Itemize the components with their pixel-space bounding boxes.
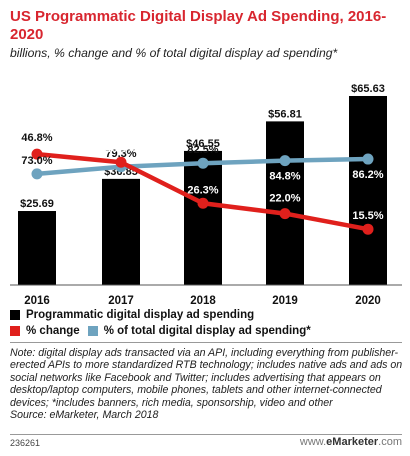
legend-label-change: % change	[26, 325, 80, 337]
chart-subtitle: billions, % change and % of total digita…	[10, 46, 338, 60]
share-point-2020	[362, 153, 374, 165]
footnote: Note: digital display ads transacted via…	[10, 347, 405, 421]
bar-label-2018: $46.55	[186, 138, 220, 150]
legend-swatch-change	[10, 326, 20, 336]
brand-name: eMarketer	[326, 436, 379, 448]
footnote-source: Source: eMarketer, March 2018	[10, 409, 159, 422]
bar-2020	[349, 95, 387, 285]
legend-item-change: % change	[10, 325, 80, 337]
share-label-2016: 73.0%	[21, 155, 52, 167]
change-label-2019: 22.0%	[269, 193, 300, 205]
share-label-2018: 82.5%	[187, 144, 218, 156]
legend-item-share: % of total digital display ad spending*	[87, 325, 311, 337]
bar-label-2019: $56.81	[268, 108, 302, 120]
share-point-2016	[31, 168, 43, 180]
share-label-2017: 79.3%	[105, 148, 136, 160]
x-tick-2018: 2018	[190, 295, 216, 307]
change-point-2020	[362, 223, 374, 235]
change-label-2018: 26.3%	[187, 184, 218, 196]
change-label-2016: 46.8%	[21, 132, 52, 144]
change-point-2017	[115, 156, 127, 168]
bar-label-2020: $65.63	[351, 83, 385, 95]
legend-label-share: % of total digital display ad spending*	[103, 325, 311, 337]
change-point-2018	[197, 197, 209, 209]
brand-prefix: www.	[299, 436, 327, 448]
legend-label-bar: Programmatic digital display ad spending	[26, 309, 255, 321]
share-label-2020: 86.2%	[352, 169, 383, 181]
bar-2017	[102, 178, 140, 285]
footnote-note: Note: digital display ads transacted via…	[10, 347, 403, 409]
legend-item-bar: Programmatic digital display ad spending	[10, 309, 254, 321]
change-label-2017: 43.4%	[105, 143, 136, 155]
share-label-2019: 84.8%	[269, 171, 300, 183]
bar-2018	[184, 150, 222, 285]
x-tick-2020: 2020	[355, 295, 381, 307]
brand-logo: www.eMarketer.com	[300, 436, 402, 448]
share-point-2018	[197, 157, 209, 169]
brand-suffix: .com	[378, 436, 402, 448]
legend-row-1: Programmatic digital display ad spending	[10, 309, 262, 321]
bar-2019	[266, 121, 304, 285]
chart-id: 236261	[10, 438, 41, 448]
bar-2016	[18, 211, 56, 285]
x-tick-2019: 2019	[272, 295, 298, 307]
chart-title: US Programmatic Digital Display Ad Spend…	[10, 8, 387, 43]
divider-top	[10, 342, 402, 343]
legend-swatch-bar	[10, 310, 20, 320]
bar-label-2016: $25.69	[20, 198, 54, 210]
chart-area: $25.69$36.85$46.55$56.81$65.632016201720…	[10, 83, 402, 307]
share-point-2019	[279, 155, 291, 167]
divider-bottom	[10, 434, 402, 435]
change-label-2020: 15.5%	[352, 210, 383, 222]
change-point-2019	[279, 208, 291, 220]
x-tick-2017: 2017	[108, 295, 134, 307]
change-point-2016	[31, 148, 43, 160]
legend-swatch-share	[87, 326, 98, 336]
legend-row-2: % change % of total digital display ad s…	[10, 325, 319, 337]
x-tick-2016: 2016	[24, 295, 50, 307]
